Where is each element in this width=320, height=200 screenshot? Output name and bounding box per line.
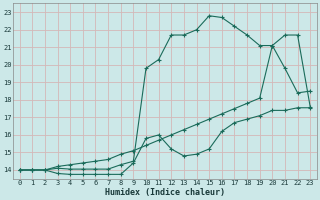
X-axis label: Humidex (Indice chaleur): Humidex (Indice chaleur) [105, 188, 225, 197]
